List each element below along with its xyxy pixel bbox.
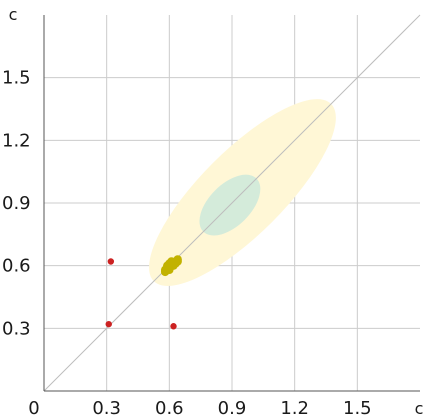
x-tick-label: 1.5 [343, 398, 372, 419]
diagonal-line [43, 14, 421, 392]
y-tick-label: 1.5 [2, 68, 31, 89]
olive-point [165, 265, 174, 275]
x-tick-label: 0.3 [92, 398, 121, 419]
x-tick-label: 1.2 [280, 398, 309, 419]
red-point [170, 323, 177, 330]
y-axis-label: c [9, 5, 18, 24]
x-tick-label: 0.9 [218, 398, 247, 419]
red-point [105, 320, 112, 328]
x-tick-label: 0 [28, 398, 39, 419]
olive-point [173, 257, 182, 266]
x-axis-label: c [415, 399, 424, 418]
tick-labels: 0 0.3 0.6 0.9 1.2 1.5 0.3 0.6 0.9 1.2 1.5 [2, 68, 372, 419]
y-tick-label: 0.3 [2, 318, 31, 339]
x-tick-label: 0.6 [155, 398, 184, 419]
y-tick-label: 0.9 [2, 193, 31, 214]
axes [43, 15, 420, 392]
y-tick-label: 0.6 [2, 256, 31, 277]
data-points [105, 255, 182, 330]
red-point [107, 258, 115, 265]
y-tick-label: 1.2 [2, 130, 31, 151]
diagonal-reference [43, 14, 421, 392]
